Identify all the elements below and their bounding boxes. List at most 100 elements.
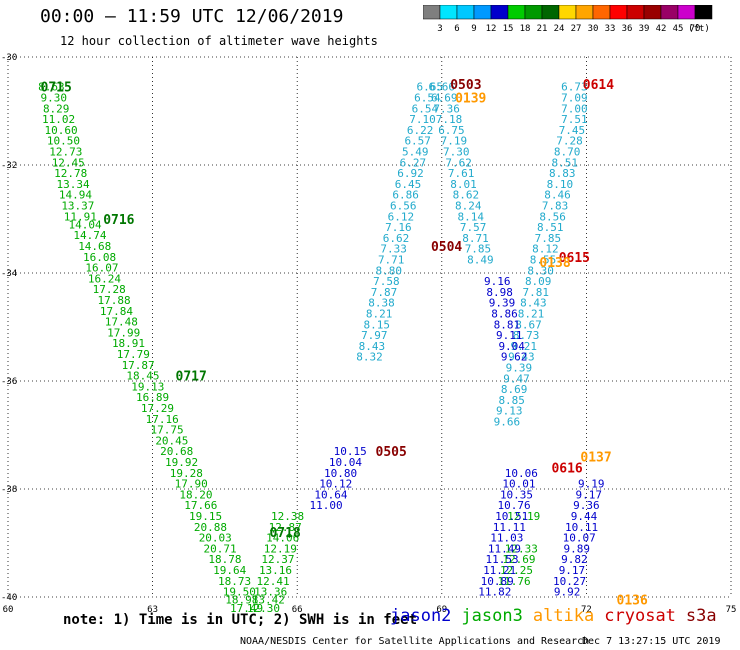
data-point-altika: 8.10 bbox=[547, 178, 574, 191]
data-point-altika: 8.85 bbox=[498, 394, 525, 407]
data-point-jason3: 17.48 bbox=[105, 316, 138, 329]
data-point-altika: 8.21 bbox=[366, 308, 393, 321]
x-tick-label: 63 bbox=[147, 605, 158, 615]
data-point-altika: 8.14 bbox=[457, 210, 484, 223]
data-point-altika: 8.51 bbox=[537, 221, 564, 234]
data-point-jason3: 14.06 bbox=[266, 532, 299, 545]
data-point-altika: 8.51 bbox=[551, 156, 578, 169]
data-point-cryosat: 9.16 bbox=[484, 275, 511, 288]
data-point-jason2: 10.15 bbox=[334, 445, 367, 458]
data-point-jason2: 10.80 bbox=[324, 467, 357, 480]
data-point-jason3: 14.04 bbox=[69, 218, 102, 231]
data-point-jason3: 12.33 bbox=[505, 542, 538, 555]
data-point-jason3: 10.60 bbox=[44, 124, 77, 137]
data-point-jason2: 9.17 bbox=[559, 564, 586, 577]
time-label: 0716 bbox=[103, 213, 134, 228]
data-point-altika: 8.43 bbox=[359, 340, 386, 353]
data-point-altika: 9.47 bbox=[503, 372, 530, 385]
time-label: 0614 bbox=[583, 78, 614, 93]
data-point-jason3: 19.50 bbox=[223, 586, 256, 599]
data-point-jason3: 8.63 bbox=[38, 81, 65, 94]
data-point-altika: 8.70 bbox=[554, 146, 581, 159]
data-point-jason3: 16.89 bbox=[136, 391, 169, 404]
data-point-altika: 7.51 bbox=[561, 113, 588, 126]
data-point-jason3: 20.03 bbox=[199, 532, 232, 545]
data-point-altika: 9.39 bbox=[506, 362, 533, 375]
data-point-jason3: 10.50 bbox=[47, 135, 80, 148]
time-label: 0137 bbox=[580, 451, 611, 466]
data-point-altika: 8.56 bbox=[539, 210, 566, 223]
x-tick-label: 66 bbox=[292, 605, 303, 615]
x-tick-label: 69 bbox=[436, 605, 447, 615]
data-point-jason3: 19.28 bbox=[170, 467, 203, 480]
data-point-jason3: 20.68 bbox=[160, 445, 193, 458]
data-point-jason3: 17.49 bbox=[230, 602, 263, 615]
data-point-jason3: 16.24 bbox=[88, 272, 121, 285]
data-point-jason2: 11.53 bbox=[485, 553, 518, 566]
y-tick-label: -34 bbox=[1, 269, 17, 279]
data-point-jason3: 11.76 bbox=[498, 575, 531, 588]
data-point-jason3: 12.19 bbox=[507, 510, 540, 523]
colorbar-label: 12 bbox=[486, 24, 497, 33]
time-label: 0138 bbox=[539, 256, 570, 271]
data-point-jason2: 11.49 bbox=[488, 542, 521, 555]
data-point-altika: 6.66 bbox=[429, 81, 456, 94]
data-point-jason2: 9.17 bbox=[576, 488, 603, 501]
time-label: 0503 bbox=[450, 78, 481, 93]
time-label: 0717 bbox=[176, 370, 207, 385]
data-point-jason2: 9.92 bbox=[554, 586, 581, 599]
data-point-jason3: 17.66 bbox=[184, 499, 217, 512]
data-point-jason3: 19.13 bbox=[131, 380, 164, 393]
data-point-jason3: 18.78 bbox=[208, 553, 241, 566]
data-point-altika: 8.83 bbox=[549, 167, 576, 180]
data-point-jason3: 12.19 bbox=[264, 542, 297, 555]
y-tick-label: -30 bbox=[1, 53, 17, 63]
time-label: 0715 bbox=[41, 81, 72, 96]
y-tick-label: -32 bbox=[1, 161, 17, 171]
data-point-altika: 7.87 bbox=[371, 286, 398, 299]
y-tick-label: -36 bbox=[1, 377, 17, 387]
data-point-altika: 8.80 bbox=[376, 264, 403, 277]
data-point-jason2: 10.51 bbox=[495, 510, 528, 523]
colorbar-label: 9 bbox=[471, 24, 476, 33]
data-point-altika: 8.46 bbox=[544, 189, 571, 202]
data-point-jason3: 12.37 bbox=[261, 553, 294, 566]
data-point-jason2: 10.01 bbox=[502, 478, 535, 491]
data-point-altika: 9.13 bbox=[496, 405, 523, 418]
data-point-altika: 8.73 bbox=[513, 329, 540, 342]
data-point-jason2: 9.82 bbox=[561, 553, 588, 566]
data-point-altika: 9.66 bbox=[494, 416, 521, 429]
data-point-altika: 7.45 bbox=[559, 124, 586, 137]
data-point-cryosat: 8.86 bbox=[491, 308, 518, 321]
data-point-jason3: 17.84 bbox=[100, 305, 133, 318]
data-point-altika: 8.69 bbox=[501, 383, 528, 396]
data-point-jason2: 11.03 bbox=[490, 532, 523, 545]
chart-subtitle: 12 hour collection of altimeter wave hei… bbox=[60, 34, 378, 48]
legend-item-cryosat: cryosat bbox=[604, 606, 676, 626]
data-point-jason3: 14.74 bbox=[73, 229, 106, 242]
data-point-jason3: 16.08 bbox=[83, 251, 116, 264]
data-point-altika: 7.97 bbox=[361, 329, 388, 342]
data-point-jason3: 13.16 bbox=[259, 564, 292, 577]
data-point-jason3: 13.34 bbox=[57, 178, 90, 191]
data-point-altika: 7.57 bbox=[460, 221, 487, 234]
colorbar-label: 27 bbox=[571, 24, 582, 33]
data-point-altika: 7.83 bbox=[542, 200, 569, 213]
legend-item-jason3: jason3 bbox=[461, 606, 523, 626]
data-point-altika: 7.71 bbox=[378, 254, 405, 267]
data-point-jason3: 17.28 bbox=[93, 283, 126, 296]
x-tick-label: 72 bbox=[581, 605, 592, 615]
data-point-jason3: 13.36 bbox=[254, 586, 287, 599]
data-point-altika: 8.67 bbox=[515, 318, 542, 331]
data-point-jason2: 10.06 bbox=[505, 467, 538, 480]
data-point-jason3: 14.68 bbox=[78, 240, 111, 253]
data-point-jason3: 13.42 bbox=[252, 594, 285, 607]
y-tick-label: -38 bbox=[1, 485, 17, 495]
data-point-jason3: 19.15 bbox=[189, 510, 222, 523]
data-point-altika: 6.57 bbox=[404, 135, 431, 148]
data-point-jason3: 13.37 bbox=[61, 200, 94, 213]
data-point-altika: 7.00 bbox=[561, 102, 588, 115]
data-point-altika: 7.36 bbox=[433, 102, 460, 115]
data-point-jason3: 20.88 bbox=[194, 521, 227, 534]
legend-item-s3a: s3a bbox=[685, 606, 717, 626]
